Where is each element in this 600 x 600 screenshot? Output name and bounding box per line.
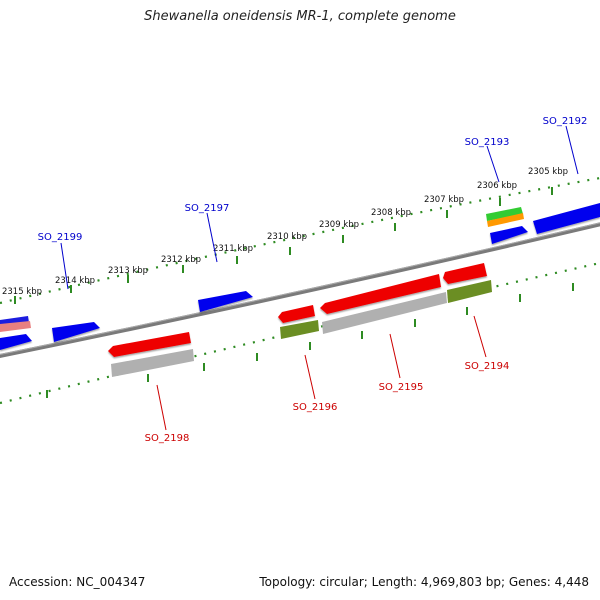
gene-SO_2194[interactable] bbox=[443, 263, 487, 284]
feature-orange bbox=[487, 213, 524, 227]
feature-pink bbox=[0, 321, 31, 332]
gene-label-SO_2192: SO_2192 bbox=[543, 116, 588, 127]
gene-SO_2197[interactable] bbox=[198, 291, 253, 312]
gene-label-SO_2196: SO_2196 bbox=[293, 402, 338, 413]
leader-lines-reverse bbox=[156, 315, 487, 431]
ruler-label: 2313 kbp bbox=[108, 266, 148, 276]
ruler-label: 2307 kbp bbox=[424, 195, 464, 205]
feature-green bbox=[486, 207, 523, 221]
genome-backbone-highlight bbox=[0, 222, 600, 355]
gene-label-SO_2199: SO_2199 bbox=[38, 232, 83, 243]
leader-lines-forward bbox=[60, 125, 579, 290]
gene-SO_2195[interactable] bbox=[320, 274, 441, 314]
map-title: Shewanella oneidensis MR-1, complete gen… bbox=[144, 9, 456, 24]
accession-text: Accession: NC_004347 bbox=[9, 575, 146, 589]
inner-major-ticks bbox=[46, 283, 574, 398]
ruler-label: 2312 kbp bbox=[161, 255, 201, 265]
ruler-label: 2305 kbp bbox=[528, 167, 568, 177]
gene-left-forward[interactable] bbox=[0, 334, 32, 350]
outer-major-ticks bbox=[14, 187, 553, 304]
feature-olive bbox=[447, 280, 492, 303]
feature-gray bbox=[322, 292, 447, 334]
ruler-label: 2315 kbp bbox=[2, 287, 42, 297]
ruler-label: 2309 kbp bbox=[319, 220, 359, 230]
gene-SO_2198[interactable] bbox=[108, 332, 191, 357]
gene-label-SO_2197: SO_2197 bbox=[185, 203, 230, 214]
gene-SO_2196[interactable] bbox=[278, 305, 315, 323]
gene-SO_2192[interactable] bbox=[533, 203, 600, 234]
gene-label-SO_2194: SO_2194 bbox=[465, 361, 510, 372]
gene-SO_2193[interactable] bbox=[490, 226, 528, 244]
reverse-genes bbox=[108, 263, 487, 357]
genome-backbone bbox=[0, 222, 600, 359]
feature-olive bbox=[280, 320, 319, 339]
genome-stats-text: Topology: circular; Length: 4,969,803 bp… bbox=[259, 575, 589, 589]
ruler-label: 2311 kbp bbox=[213, 244, 253, 254]
ruler-label: 2314 kbp bbox=[55, 276, 95, 286]
gene-label-SO_2195: SO_2195 bbox=[379, 382, 424, 393]
gene-label-SO_2198: SO_2198 bbox=[145, 433, 190, 444]
ruler-label: 2306 kbp bbox=[477, 181, 517, 191]
ruler-label: 2310 kbp bbox=[267, 232, 307, 242]
gene-SO_2199[interactable] bbox=[52, 322, 100, 342]
feature-gray bbox=[111, 349, 194, 377]
ruler-label: 2308 kbp bbox=[371, 208, 411, 218]
gene-label-SO_2193: SO_2193 bbox=[465, 137, 510, 148]
